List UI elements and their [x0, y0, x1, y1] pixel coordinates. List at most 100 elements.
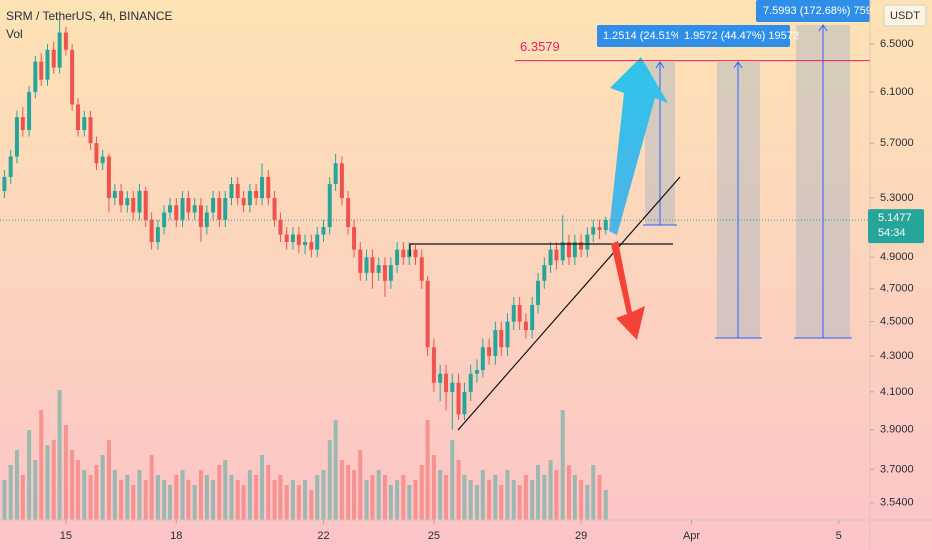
- candle-body: [474, 370, 479, 374]
- y-tick-label: 4.7000: [880, 283, 914, 295]
- volume-bar: [548, 460, 553, 520]
- volume-bar: [505, 470, 510, 520]
- candle-body: [198, 205, 203, 228]
- candle-body: [168, 205, 173, 213]
- candle-body: [100, 156, 105, 164]
- candle-body: [346, 198, 351, 228]
- volume-bar: [143, 480, 148, 520]
- up-arrow: [609, 57, 668, 235]
- down-arrow: [611, 241, 645, 340]
- volume-bar: [155, 475, 160, 520]
- volume-bar: [82, 470, 87, 520]
- volume-bar: [438, 470, 443, 520]
- measure-box: [678, 25, 790, 47]
- volume-bar: [174, 475, 179, 520]
- volume-bar: [8, 465, 13, 520]
- candle-body: [204, 212, 209, 228]
- candle-body: [572, 242, 577, 258]
- y-tick-label: 5.3000: [880, 192, 914, 204]
- volume-bar: [27, 430, 32, 520]
- candle-body: [45, 49, 50, 80]
- volume-label: Vol: [6, 27, 23, 41]
- volume-bar: [284, 485, 289, 520]
- y-tick-label: 6.5000: [880, 38, 914, 50]
- candle-body: [57, 32, 62, 68]
- candle-body: [585, 234, 590, 250]
- candle-body: [505, 321, 510, 348]
- x-tick-label: 22: [317, 530, 329, 542]
- candle-body: [254, 190, 259, 199]
- candle-body: [419, 257, 424, 281]
- candle-body: [309, 242, 314, 250]
- volume-bar: [554, 470, 559, 520]
- volume-bar: [168, 485, 173, 520]
- candle-body: [235, 183, 240, 199]
- candle-body: [603, 220, 608, 231]
- volume-bar: [579, 480, 584, 520]
- volume-bar: [186, 480, 191, 520]
- candle-body: [20, 117, 25, 131]
- candle-body: [272, 198, 277, 220]
- volume-bar: [45, 445, 50, 520]
- measure-text: 7.5993 (172.68%) 759: [763, 5, 872, 17]
- volume-bar: [542, 475, 547, 520]
- candle-body: [444, 373, 449, 392]
- candle-body: [51, 49, 56, 68]
- candle-body: [174, 205, 179, 220]
- currency-box[interactable]: [883, 4, 927, 27]
- y-tick-label: 4.3000: [880, 350, 914, 362]
- candle-body: [137, 190, 142, 213]
- volume-bar: [112, 470, 117, 520]
- volume-bar: [211, 480, 216, 520]
- volume-bar: [395, 480, 400, 520]
- volume-bar: [51, 440, 56, 520]
- candle-body: [530, 305, 535, 331]
- volume-bar: [468, 480, 473, 520]
- candle-body: [499, 330, 504, 348]
- volume-bar: [572, 475, 577, 520]
- candle-body: [566, 242, 571, 258]
- candle-body: [125, 198, 130, 206]
- volume-bar: [474, 485, 479, 520]
- candle-body: [149, 219, 154, 243]
- volume-bar: [162, 480, 167, 520]
- candle-body: [112, 190, 117, 199]
- volume-bar: [33, 460, 38, 520]
- volume-bar: [597, 475, 602, 520]
- volume-bar: [296, 485, 301, 520]
- y-tick-label: 5.7000: [880, 137, 914, 149]
- volume-bar: [137, 470, 142, 520]
- volume-bar: [315, 475, 320, 520]
- volume-bar: [217, 465, 222, 520]
- candle-body: [480, 347, 485, 371]
- volume-bar: [364, 480, 369, 520]
- volume-bar: [560, 410, 565, 520]
- measure-text: 1.2514 (24.51%: [603, 30, 681, 42]
- candle-body: [284, 234, 289, 243]
- volume-bar: [229, 475, 234, 520]
- candle-body: [247, 190, 252, 206]
- volume-bar: [339, 460, 344, 520]
- volume-bar: [204, 475, 209, 520]
- volume-bar: [591, 465, 596, 520]
- last-price-tag: [868, 209, 924, 244]
- candle-body: [487, 347, 492, 356]
- x-tick-label: 5: [836, 530, 842, 542]
- candle-body: [217, 198, 222, 220]
- volume-bar: [444, 475, 449, 520]
- volume-bar: [419, 465, 424, 520]
- volume-bar: [309, 490, 314, 520]
- candle-body: [266, 176, 271, 199]
- currency-label[interactable]: USDT: [890, 10, 920, 22]
- candle-body: [223, 198, 228, 220]
- candle-body: [296, 234, 301, 246]
- range-arrow-head: [655, 61, 665, 69]
- candle-body: [162, 212, 167, 228]
- volume-bar: [247, 470, 252, 520]
- candle-body: [493, 330, 498, 356]
- range-arrow-head: [818, 24, 828, 32]
- x-tick-label: Apr: [683, 530, 700, 542]
- candle-body: [413, 249, 418, 258]
- volume-bar: [511, 480, 516, 520]
